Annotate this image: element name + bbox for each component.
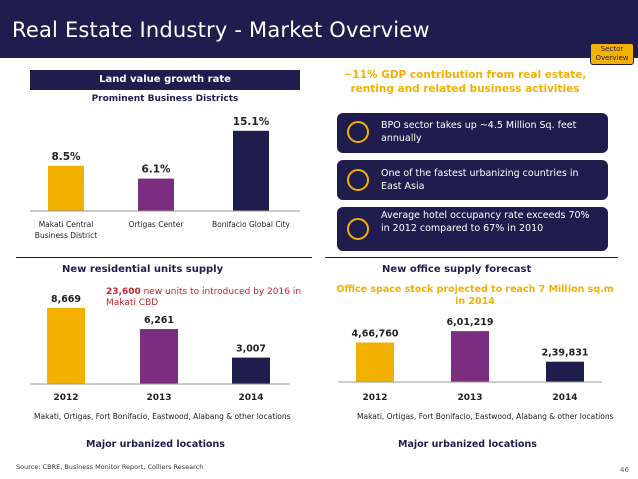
bullet-hotel: Average hotel occupancy rate exceeds 70%… xyxy=(337,207,608,251)
bar-off-0 xyxy=(356,342,394,382)
residential-note: Makati, Ortigas, Fort Bonifacio, Eastwoo… xyxy=(34,412,291,421)
bullet-urbanizing: One of the fastest urbanizing countries … xyxy=(337,160,608,200)
bar-value-label: 3,007 xyxy=(236,344,266,355)
office-major-label: Major urbanized locations xyxy=(398,439,537,450)
x-tick-label: 2012 xyxy=(53,393,78,403)
office-note: Makati, Ortigas, Fort Bonifacio, Eastwoo… xyxy=(357,412,614,421)
land-value-subtitle: Prominent Business Districts xyxy=(91,94,239,104)
bar-res-2 xyxy=(232,357,270,384)
bullet-circle-icon xyxy=(347,169,369,191)
bar-off-2 xyxy=(546,361,584,382)
bullet-bpo: BPO sector takes up ~4.5 Million Sq. fee… xyxy=(337,113,608,153)
page-title: Real Estate Industry - Market Overview xyxy=(12,18,430,42)
bullet-circle-icon xyxy=(347,218,369,240)
bar-land-1 xyxy=(138,178,174,211)
x-tick-label: 2014 xyxy=(238,393,263,403)
residential-divider xyxy=(16,257,312,258)
residential-major-label: Major urbanized locations xyxy=(86,439,225,450)
office-title: New office supply forecast xyxy=(382,264,532,275)
bar-res-1 xyxy=(140,329,178,384)
bullet-urbanizing-text: One of the fastest urbanizing countries … xyxy=(381,168,579,192)
title-bar: Real Estate Industry - Market Overview xyxy=(0,0,638,58)
bar-value-label: 6,01,219 xyxy=(447,317,494,328)
bar-value-label: 4,66,760 xyxy=(352,329,399,340)
bar-value-label: 8.5% xyxy=(51,151,81,163)
bullet-bpo-text: BPO sector takes up ~4.5 Million Sq. fee… xyxy=(381,120,577,144)
bar-value-label: 15.1% xyxy=(233,116,270,128)
bar-value-label: 6,261 xyxy=(144,315,174,326)
land-value-header: Land value growth rate xyxy=(30,70,300,90)
bar-value-label: 6.1% xyxy=(141,164,171,176)
x-tick-label: Business District xyxy=(35,231,97,240)
bar-land-2 xyxy=(233,130,269,211)
residential-title: New residential units supply xyxy=(62,264,224,275)
x-tick-label: Ortigas Center xyxy=(129,220,185,229)
residential-callout: 23,600 new units to introduced by 2016 i… xyxy=(106,287,306,309)
bar-land-0 xyxy=(48,165,84,211)
bullet-circle-icon xyxy=(347,121,369,143)
page-number: 46 xyxy=(620,466,629,474)
residential-callout-number: 23,600 xyxy=(106,287,141,297)
bar-value-label: 8,669 xyxy=(51,294,81,305)
x-tick-label: Makati Central xyxy=(39,220,94,229)
office-callout: Office space stock projected to reach 7 … xyxy=(336,284,614,307)
bar-off-1 xyxy=(451,331,489,382)
bullet-hotel-text: Average hotel occupancy rate exceeds 70%… xyxy=(381,210,590,234)
source-note: Source: CBRE, Business Monitor Report, C… xyxy=(16,463,204,471)
x-tick-label: 2012 xyxy=(362,393,387,403)
x-tick-label: 2014 xyxy=(552,393,577,403)
residential-callout-text: new units to introduced by 2016 in Makat… xyxy=(106,287,302,308)
x-tick-label: 2013 xyxy=(146,393,171,403)
bar-res-0 xyxy=(47,307,85,384)
sector-overview-button[interactable]: Sector Overview xyxy=(590,43,634,65)
bar-value-label: 2,39,831 xyxy=(542,348,589,359)
x-tick-label: Bonifacio Global City xyxy=(212,220,291,229)
gdp-contribution-title: ~11% GDP contribution from real estate, … xyxy=(343,69,587,95)
office-divider xyxy=(325,257,618,258)
x-tick-label: 2013 xyxy=(457,393,482,403)
